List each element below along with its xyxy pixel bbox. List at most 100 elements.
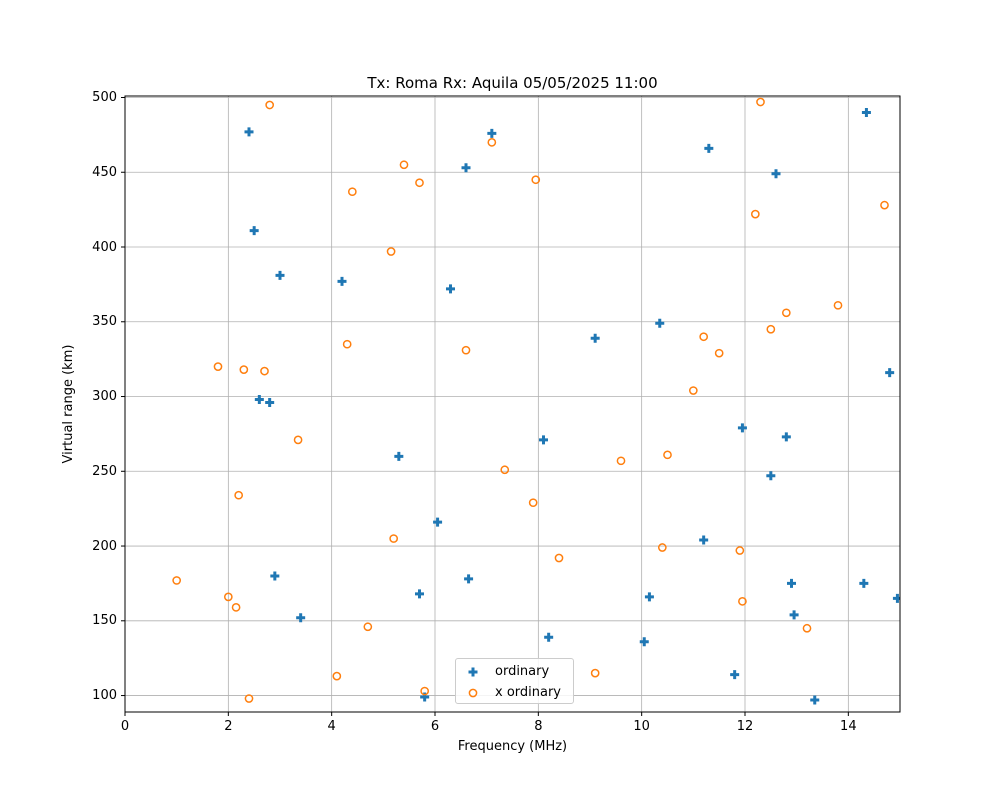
data-point-x-ordinary <box>260 366 269 376</box>
x-tick-label: 2 <box>224 719 233 734</box>
data-point-x-ordinary <box>461 345 471 355</box>
data-point-x-ordinary <box>531 175 541 185</box>
data-point-x-ordinary <box>735 546 745 555</box>
data-point-x-ordinary <box>213 362 223 371</box>
data-point-ordinary <box>415 589 424 599</box>
data-point-x-ordinary <box>750 209 760 219</box>
data-point-x-ordinary <box>688 386 698 395</box>
data-point-x-ordinary <box>738 597 747 606</box>
data-point-x-ordinary <box>420 686 430 696</box>
data-point-ordinary <box>704 143 714 153</box>
legend: ordinary x ordinary <box>455 658 574 704</box>
circle-marker-icon <box>468 688 478 697</box>
data-point-ordinary <box>655 318 665 328</box>
data-point-x-ordinary <box>293 435 303 445</box>
data-point-ordinary <box>275 270 285 280</box>
data-point-ordinary <box>730 670 740 680</box>
legend-item-x-ordinary: x ordinary <box>456 682 573 703</box>
y-tick-label: 200 <box>92 538 117 554</box>
data-point-ordinary <box>771 169 781 179</box>
data-points <box>172 97 900 705</box>
data-point-x-ordinary <box>714 348 724 358</box>
data-point-ordinary <box>433 517 443 527</box>
data-point-ordinary <box>254 395 264 405</box>
data-point-x-ordinary <box>616 456 626 466</box>
y-tick-label: 150 <box>92 613 117 629</box>
data-point-x-ordinary <box>332 671 342 681</box>
data-point-ordinary <box>892 593 900 603</box>
y-tick-label: 350 <box>92 314 117 330</box>
plus-marker-icon <box>468 667 478 676</box>
data-point-x-ordinary <box>399 160 409 170</box>
data-point-x-ordinary <box>766 324 776 334</box>
data-point-x-ordinary <box>234 490 244 500</box>
data-point-x-ordinary <box>415 178 424 188</box>
data-point-ordinary <box>861 107 871 117</box>
axes-frame <box>124 95 901 713</box>
data-point-ordinary <box>296 613 306 623</box>
legend-label-x-ordinary: x ordinary <box>495 684 562 700</box>
legend-label-ordinary: ordinary <box>495 663 550 679</box>
y-tick-label: 450 <box>92 164 117 180</box>
data-point-ordinary <box>885 368 895 378</box>
data-point-ordinary <box>337 276 347 286</box>
data-point-x-ordinary <box>756 97 765 107</box>
data-point-x-ordinary <box>239 365 249 374</box>
x-tick-label: 12 <box>736 719 754 734</box>
x-tick-label: 10 <box>633 719 650 734</box>
data-point-ordinary <box>265 398 275 408</box>
data-point-x-ordinary <box>265 100 275 110</box>
data-point-ordinary <box>394 451 404 461</box>
x-tick-label: 0 <box>120 719 130 734</box>
data-point-x-ordinary <box>781 308 791 318</box>
chart-title: Tx: Roma Rx: Aquila 05/05/2025 11:00 <box>367 74 658 92</box>
x-tick-label: 8 <box>534 719 543 734</box>
x-tick-label: 6 <box>430 719 440 734</box>
data-point-ordinary <box>787 578 796 588</box>
data-point-x-ordinary <box>342 339 352 349</box>
x-axis-label: Frequency (MHz) <box>457 739 568 754</box>
y-tick-label: 500 <box>92 89 117 105</box>
data-point-x-ordinary <box>172 576 182 585</box>
data-point-ordinary <box>544 632 554 642</box>
data-point-x-ordinary <box>590 668 600 678</box>
data-point-x-ordinary <box>487 137 497 147</box>
data-point-ordinary <box>249 226 259 236</box>
data-point-x-ordinary <box>386 247 396 256</box>
y-tick-label: 250 <box>92 463 117 479</box>
data-point-ordinary <box>781 432 791 442</box>
legend-item-ordinary: ordinary <box>456 661 573 682</box>
y-tick-label: 400 <box>92 239 117 255</box>
data-point-ordinary <box>789 610 799 620</box>
data-point-x-ordinary <box>500 465 510 475</box>
data-point-ordinary <box>810 695 820 705</box>
data-point-ordinary <box>539 435 548 445</box>
data-point-x-ordinary <box>880 200 889 210</box>
data-point-ordinary <box>699 535 709 545</box>
data-point-ordinary <box>859 578 869 588</box>
data-point-ordinary <box>487 128 497 138</box>
data-point-x-ordinary <box>554 553 564 563</box>
data-point-ordinary <box>737 423 747 433</box>
data-point-ordinary <box>644 592 654 602</box>
data-point-ordinary <box>420 692 430 702</box>
y-tick-label: 100 <box>92 688 117 704</box>
data-point-ordinary <box>639 637 649 647</box>
data-point-x-ordinary <box>528 498 538 508</box>
data-point-x-ordinary <box>663 450 672 460</box>
data-point-ordinary <box>244 127 254 137</box>
data-point-x-ordinary <box>389 534 399 543</box>
data-point-ordinary <box>590 333 600 343</box>
data-point-x-ordinary <box>657 543 667 552</box>
data-point-x-ordinary <box>347 187 357 197</box>
data-point-x-ordinary <box>699 332 709 342</box>
data-point-x-ordinary <box>231 602 241 612</box>
data-point-ordinary <box>270 571 280 581</box>
x-tick-label: 14 <box>840 719 857 734</box>
data-point-x-ordinary <box>802 623 812 633</box>
data-point-x-ordinary <box>223 592 233 602</box>
data-point-x-ordinary <box>244 694 254 703</box>
data-point-ordinary <box>461 163 471 173</box>
data-point-ordinary <box>464 574 474 584</box>
